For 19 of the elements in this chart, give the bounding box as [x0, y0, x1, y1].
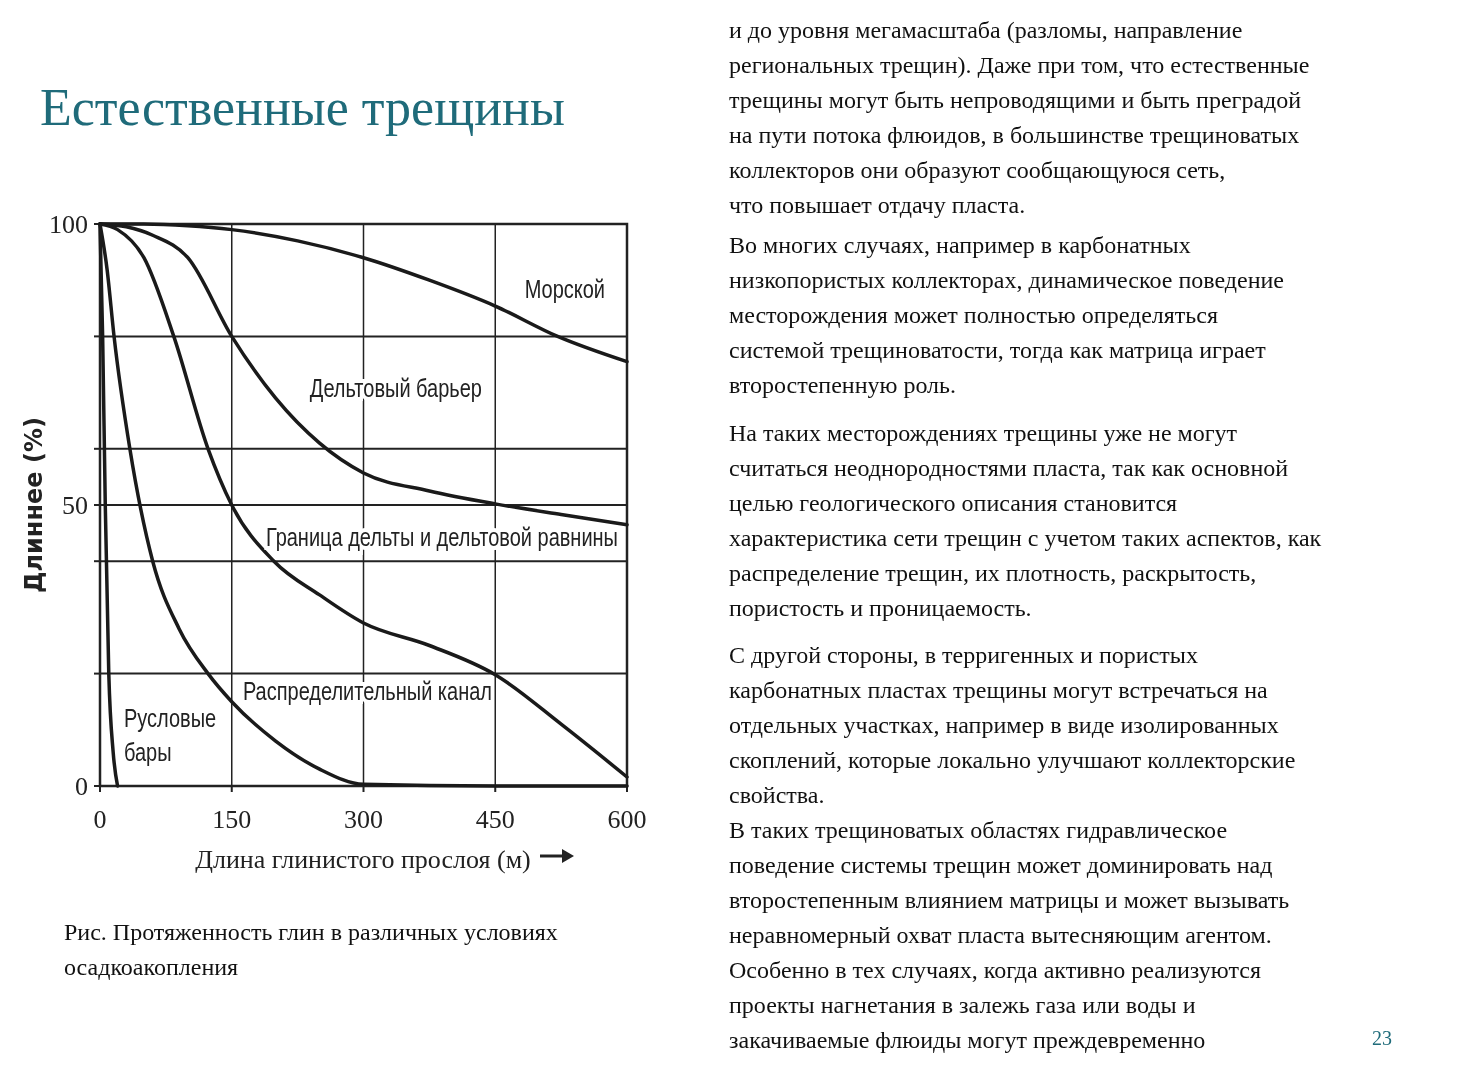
x-axis-title: Длина глинистого прослоя (м) [195, 845, 531, 874]
series-label: Русловые бары [124, 704, 217, 767]
text: Рис. Протяженность глин в различных условиях осадкоакопления [64, 919, 558, 980]
y-axis-title: Длиннее (%) [20, 417, 48, 593]
text: и до уровня мегамасштаба (разломы, направление региональных трещин). Даже при том, что естественные трещины могут быть непроводящими и быть преградой на пути потока флюидов, в большинстве трещиноватых коллекторов они образуют сообщающуюся сеть, что повышает отдачу пласта. [729, 17, 1310, 218]
x-tick-label: 600 [607, 805, 647, 834]
y-tick-label: 50 [62, 491, 88, 521]
series-label: Морской [524, 275, 605, 304]
text: На таких месторождениях трещины уже не могут считаться неоднородностями пласта, так как основной целью геологического описания становится характеристика сети трещин с учетом таких аспектов, как распределение трещин, их плотность, раскрытость, пористость и проницаемость. [729, 420, 1322, 621]
chart-title: Естественные трещины [40, 79, 565, 136]
text: С другой стороны, в терригенных и пористых карбонатных пластах трещины могут встречаться на отдельных участках, например в виде изолированных скоплений, которые локально улучшают коллекторские свойства. В таких трещиноватых областях гидравлическое поведение системы трещин может доминировать над второстепенным влиянием матрицы и может вызывать неравномерный охват пласта вытесняющим агентом. Особенно в тех случаях, когда активно реализуются проекты нагнетания в залежь газа или воды и закачиваемые флюиды могут преждевременно [729, 642, 1296, 1053]
y-tick-label: 100 [49, 210, 88, 240]
text: 23 [1372, 1027, 1392, 1049]
x-tick-label: 150 [212, 805, 252, 834]
x-tick-label: 300 [344, 805, 383, 834]
text: Во многих случаях, например в карбонатных низкопористых коллекторах, динамическое поведение месторождения может полностью определяться системой трещиноватости, тогда как матрица играет второстепенную роль. [729, 232, 1284, 398]
x-tick-label: 0 [93, 805, 107, 834]
x-tick-label: 450 [475, 805, 515, 834]
y-tick-label: 0 [75, 772, 88, 802]
